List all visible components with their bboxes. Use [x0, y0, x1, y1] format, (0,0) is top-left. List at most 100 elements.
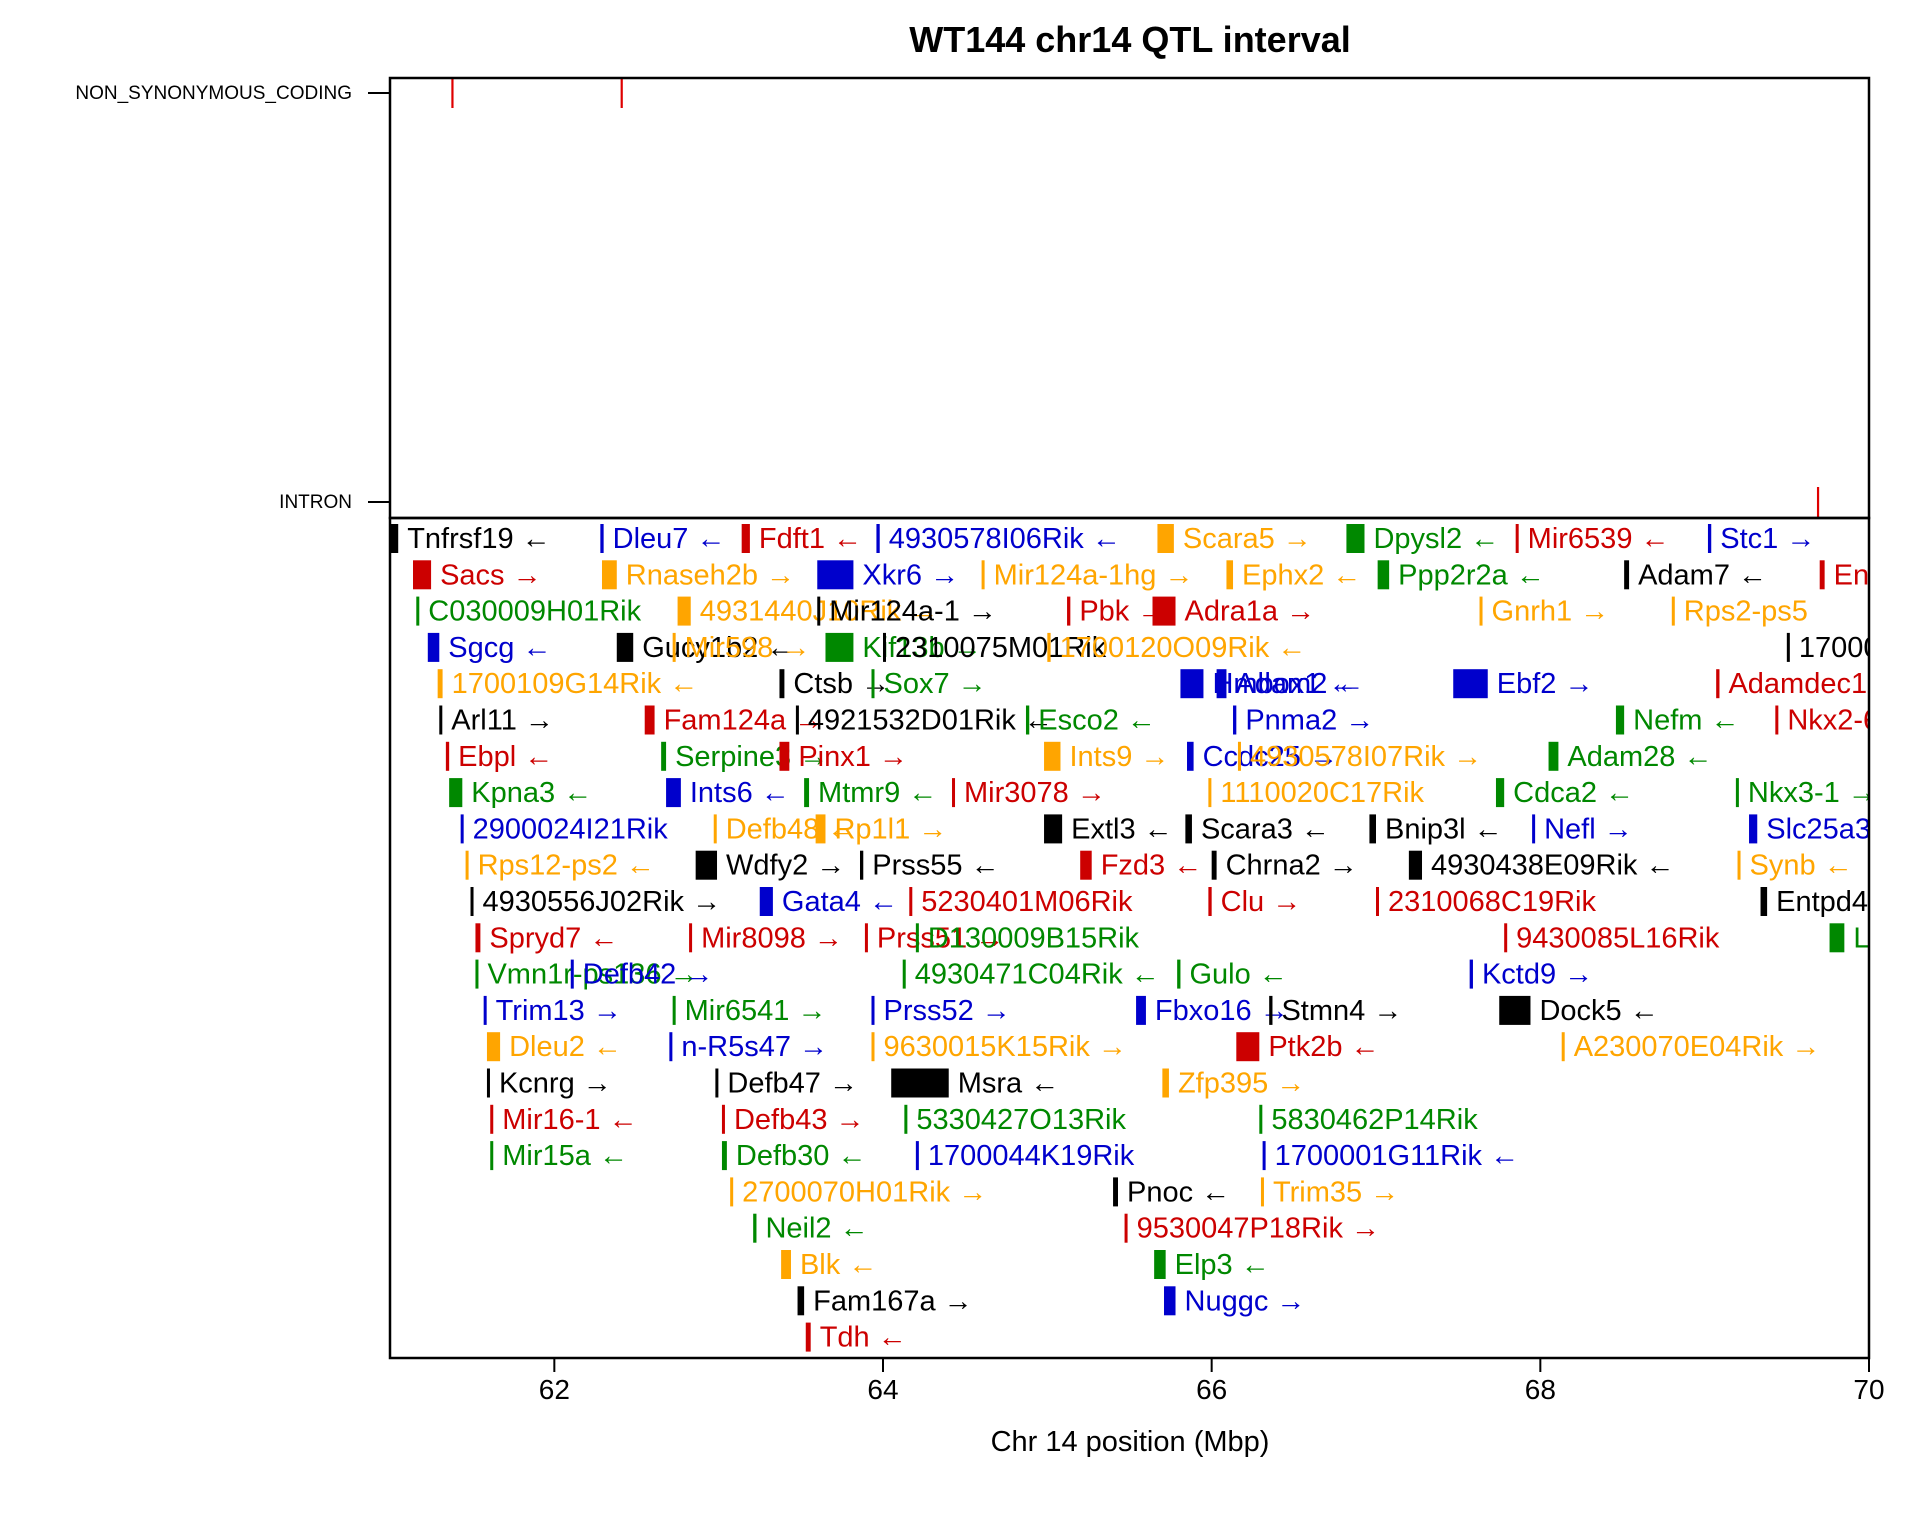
gene-label: Nuggc →	[1185, 1285, 1306, 1317]
strand-arrow: →	[791, 741, 828, 773]
gene-label: 4930556J02Rik →	[483, 886, 722, 918]
gene-body	[1187, 741, 1194, 771]
strand-arrow: →	[1556, 668, 1593, 700]
gene-body	[449, 778, 463, 808]
gene-name: 1700120O09Rik	[1060, 632, 1270, 664]
gene-label: Trim35 →	[1273, 1176, 1399, 1208]
gene-label: Scara3 ←	[1201, 813, 1330, 845]
gene-body	[1716, 669, 1720, 699]
gene-name: n-R5s47	[681, 1031, 791, 1063]
gene-name: Prss51	[877, 922, 967, 954]
gene-name: Mir124a-1	[829, 596, 960, 628]
gene-body	[483, 995, 487, 1025]
gene-name: 5830462P14Rik	[1271, 1104, 1478, 1136]
gene-name: Mir15a	[502, 1140, 592, 1172]
gene-name: Cdca2	[1513, 777, 1597, 809]
strand-arrow: ←	[1016, 705, 1053, 737]
gene-body	[390, 524, 399, 553]
gene-name: Ptk2b	[1268, 1031, 1342, 1063]
gene-label: 4930578I06Rik ←	[889, 523, 1121, 555]
strand-arrow: →	[871, 741, 908, 773]
gene-body	[1469, 959, 1473, 989]
gene-name: Mir6541	[685, 995, 790, 1027]
gene-name: Mir6539	[1528, 523, 1633, 555]
gene-label: Neil2 ←	[765, 1213, 868, 1245]
gene-name: Sgcg	[448, 632, 514, 664]
gene-label: Adam28 ←	[1567, 741, 1712, 773]
gene-body	[439, 705, 443, 735]
gene-label: Gulo ←	[1189, 959, 1287, 991]
gene-name: Fbxo16	[1155, 995, 1252, 1027]
gene-body	[661, 741, 667, 771]
gene-body	[1177, 959, 1181, 989]
gene-name: 9530047P18Rik	[1137, 1213, 1344, 1245]
strand-arrow: →	[1362, 1176, 1399, 1208]
gene-label: Ppp2r2a ←	[1398, 559, 1545, 591]
strand-arrow: →	[922, 559, 959, 591]
strand-arrow: →	[1069, 777, 1106, 809]
strand-arrow: →	[786, 705, 823, 737]
gene-body	[1269, 995, 1273, 1025]
gene-label: Nkx2-6 →	[1787, 705, 1916, 737]
gene-panel: Tnfrsf19 ← Dleu7 ← Fdft1 ← 4930578I06Rik ← S…	[390, 523, 1920, 1354]
gene-name: Entpd4	[1834, 559, 1920, 591]
gene-name: Ints6	[690, 777, 753, 809]
gene-body	[666, 778, 681, 808]
strand-arrow: ←	[1816, 850, 1853, 882]
gene-name: Ints9	[1069, 741, 1132, 773]
variant-category-label: NON_SYNONYMOUS_CODING	[75, 83, 352, 104]
gene-label: Prss55 ←	[872, 850, 999, 882]
gene-name: Defb43	[734, 1104, 828, 1136]
gene-body	[1707, 524, 1712, 553]
strand-arrow: →	[1321, 850, 1358, 882]
gene-body	[759, 887, 773, 916]
gene-name: Loxl2	[1853, 922, 1920, 954]
gene-label: Fdft1 ←	[759, 523, 862, 555]
variant-panel	[451, 78, 1820, 517]
gene-label: Esco2 ←	[1038, 705, 1156, 737]
strand-arrow: ←	[1632, 523, 1669, 555]
gene-name: Sox7	[883, 668, 949, 700]
strand-arrow: →	[1778, 523, 1815, 555]
gene-name: Serpine3	[675, 741, 791, 773]
gene-label: Rps12-ps2 ←	[478, 850, 655, 882]
strand-arrow: →	[901, 596, 938, 628]
gene-label: Msra ←	[958, 1068, 1060, 1100]
gene-label: Mir6539 ←	[1528, 523, 1670, 555]
strand-arrow: →	[827, 1104, 864, 1136]
gene-label: Nkx3-1 →	[1748, 777, 1877, 809]
gene-name: Dleu2	[509, 1031, 585, 1063]
gene-label: Slc25a37	[1766, 813, 1887, 845]
gene-name: Adra1a	[1185, 596, 1279, 628]
strand-arrow: →	[1275, 523, 1312, 555]
strand-arrow: ←	[861, 886, 898, 918]
strand-arrow: ←	[1293, 813, 1330, 845]
strand-arrow: ←	[1327, 668, 1364, 700]
gene-name: Gulo	[1189, 959, 1250, 991]
gene-body	[871, 1032, 875, 1062]
gene-body	[891, 1068, 949, 1098]
gene-body	[1180, 669, 1204, 699]
gene-body	[689, 923, 693, 953]
gene-body	[713, 814, 717, 844]
gene-body	[915, 923, 919, 953]
strand-arrow: ←	[516, 741, 553, 773]
strand-arrow: →	[1090, 1031, 1127, 1063]
strand-arrow: →	[1337, 705, 1374, 737]
strand-arrow: ←	[1193, 1176, 1230, 1208]
strand-arrow: →	[1268, 1285, 1305, 1317]
strand-arrow: →	[575, 1068, 612, 1100]
strand-arrow: →	[910, 813, 947, 845]
gene-body	[1615, 705, 1625, 735]
gene-label: Extl3 ←	[1071, 813, 1173, 845]
gene-name: Entpd4b	[1776, 886, 1884, 918]
gene-body	[1408, 850, 1423, 880]
gene-label: Mir16-1 ←	[502, 1104, 637, 1136]
x-tick-label: 70	[1853, 1374, 1884, 1405]
gene-body	[1515, 524, 1519, 553]
gene-name: Elp3	[1175, 1249, 1233, 1281]
gene-name: Arl11	[451, 705, 517, 737]
gene-label: Cdca2 ←	[1513, 777, 1634, 809]
gene-label: Kpna3 ←	[471, 777, 592, 809]
gene-body	[1376, 887, 1379, 916]
